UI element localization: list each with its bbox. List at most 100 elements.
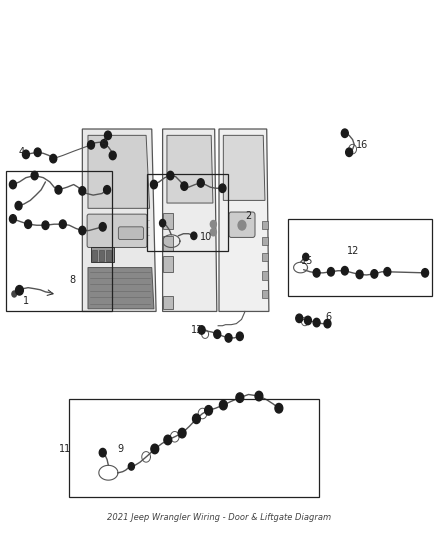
FancyBboxPatch shape [118, 227, 144, 239]
Circle shape [275, 403, 283, 413]
Circle shape [128, 463, 134, 470]
Polygon shape [88, 268, 154, 309]
Circle shape [167, 171, 174, 180]
Bar [261, 237, 268, 245]
Polygon shape [88, 135, 150, 208]
Bar [163, 236, 173, 251]
Circle shape [313, 318, 320, 327]
Circle shape [60, 220, 66, 229]
Circle shape [205, 406, 212, 415]
Circle shape [341, 129, 348, 138]
Bar [92, 250, 97, 261]
Bar [261, 290, 268, 298]
Circle shape [237, 332, 243, 341]
Circle shape [151, 444, 159, 454]
Circle shape [10, 215, 16, 223]
Circle shape [164, 435, 172, 445]
Circle shape [11, 290, 17, 298]
Circle shape [346, 148, 353, 157]
Circle shape [422, 269, 428, 277]
Circle shape [10, 180, 16, 189]
Bar [163, 213, 173, 230]
Circle shape [159, 220, 166, 227]
Circle shape [219, 184, 226, 192]
Circle shape [15, 201, 22, 210]
Circle shape [79, 227, 86, 235]
Circle shape [88, 141, 95, 149]
Text: 8: 8 [69, 274, 75, 285]
Bar [6, 171, 112, 311]
Circle shape [328, 268, 334, 276]
Circle shape [109, 151, 116, 160]
Circle shape [255, 391, 263, 401]
Circle shape [238, 221, 246, 230]
Circle shape [22, 150, 29, 159]
Circle shape [101, 140, 107, 148]
Polygon shape [162, 129, 217, 311]
Circle shape [225, 334, 232, 342]
FancyBboxPatch shape [229, 212, 255, 237]
Circle shape [296, 314, 303, 322]
Circle shape [42, 221, 49, 230]
Bar [163, 296, 173, 309]
Bar [261, 271, 268, 280]
Circle shape [313, 269, 320, 277]
Circle shape [384, 268, 391, 276]
Text: 6: 6 [325, 312, 332, 322]
Circle shape [356, 270, 363, 279]
Bar [69, 399, 319, 497]
Circle shape [105, 131, 111, 140]
Circle shape [304, 316, 311, 325]
Circle shape [79, 187, 86, 195]
Polygon shape [167, 135, 213, 203]
Text: 15: 15 [301, 256, 314, 266]
Text: 13: 13 [191, 325, 203, 335]
FancyBboxPatch shape [87, 214, 147, 247]
Circle shape [210, 221, 216, 228]
Circle shape [99, 448, 106, 457]
Circle shape [236, 393, 244, 402]
Text: 16: 16 [356, 140, 368, 150]
Bar [163, 256, 173, 272]
Circle shape [31, 171, 38, 180]
Polygon shape [219, 129, 269, 311]
Bar [261, 221, 268, 230]
Circle shape [191, 232, 197, 239]
Circle shape [178, 429, 186, 438]
Circle shape [303, 253, 309, 261]
Circle shape [181, 182, 188, 190]
Text: 4: 4 [18, 147, 25, 157]
Text: 9: 9 [117, 444, 123, 454]
Polygon shape [82, 129, 156, 311]
Circle shape [104, 185, 110, 194]
Circle shape [210, 229, 216, 236]
Text: 1: 1 [23, 296, 29, 306]
Bar [148, 174, 228, 251]
Text: 5: 5 [100, 140, 106, 150]
Text: 11: 11 [59, 444, 71, 454]
Bar [261, 253, 268, 261]
Bar [91, 247, 114, 262]
Bar [106, 250, 111, 261]
Circle shape [214, 330, 221, 338]
Circle shape [151, 180, 157, 189]
Circle shape [371, 270, 378, 278]
Circle shape [15, 286, 23, 295]
Circle shape [197, 179, 204, 187]
Bar [288, 219, 431, 296]
Circle shape [193, 414, 200, 424]
Text: 10: 10 [199, 232, 212, 243]
Circle shape [324, 319, 331, 328]
Text: 2: 2 [245, 211, 251, 221]
Circle shape [34, 148, 41, 157]
Circle shape [219, 400, 227, 410]
Polygon shape [223, 135, 265, 200]
Circle shape [25, 220, 32, 229]
Circle shape [198, 326, 205, 334]
Circle shape [55, 185, 62, 194]
Circle shape [50, 155, 57, 163]
Text: 2021 Jeep Wrangler Wiring - Door & Liftgate Diagram: 2021 Jeep Wrangler Wiring - Door & Liftg… [107, 513, 331, 522]
Circle shape [99, 223, 106, 231]
Text: 12: 12 [347, 246, 359, 256]
Circle shape [341, 266, 348, 275]
